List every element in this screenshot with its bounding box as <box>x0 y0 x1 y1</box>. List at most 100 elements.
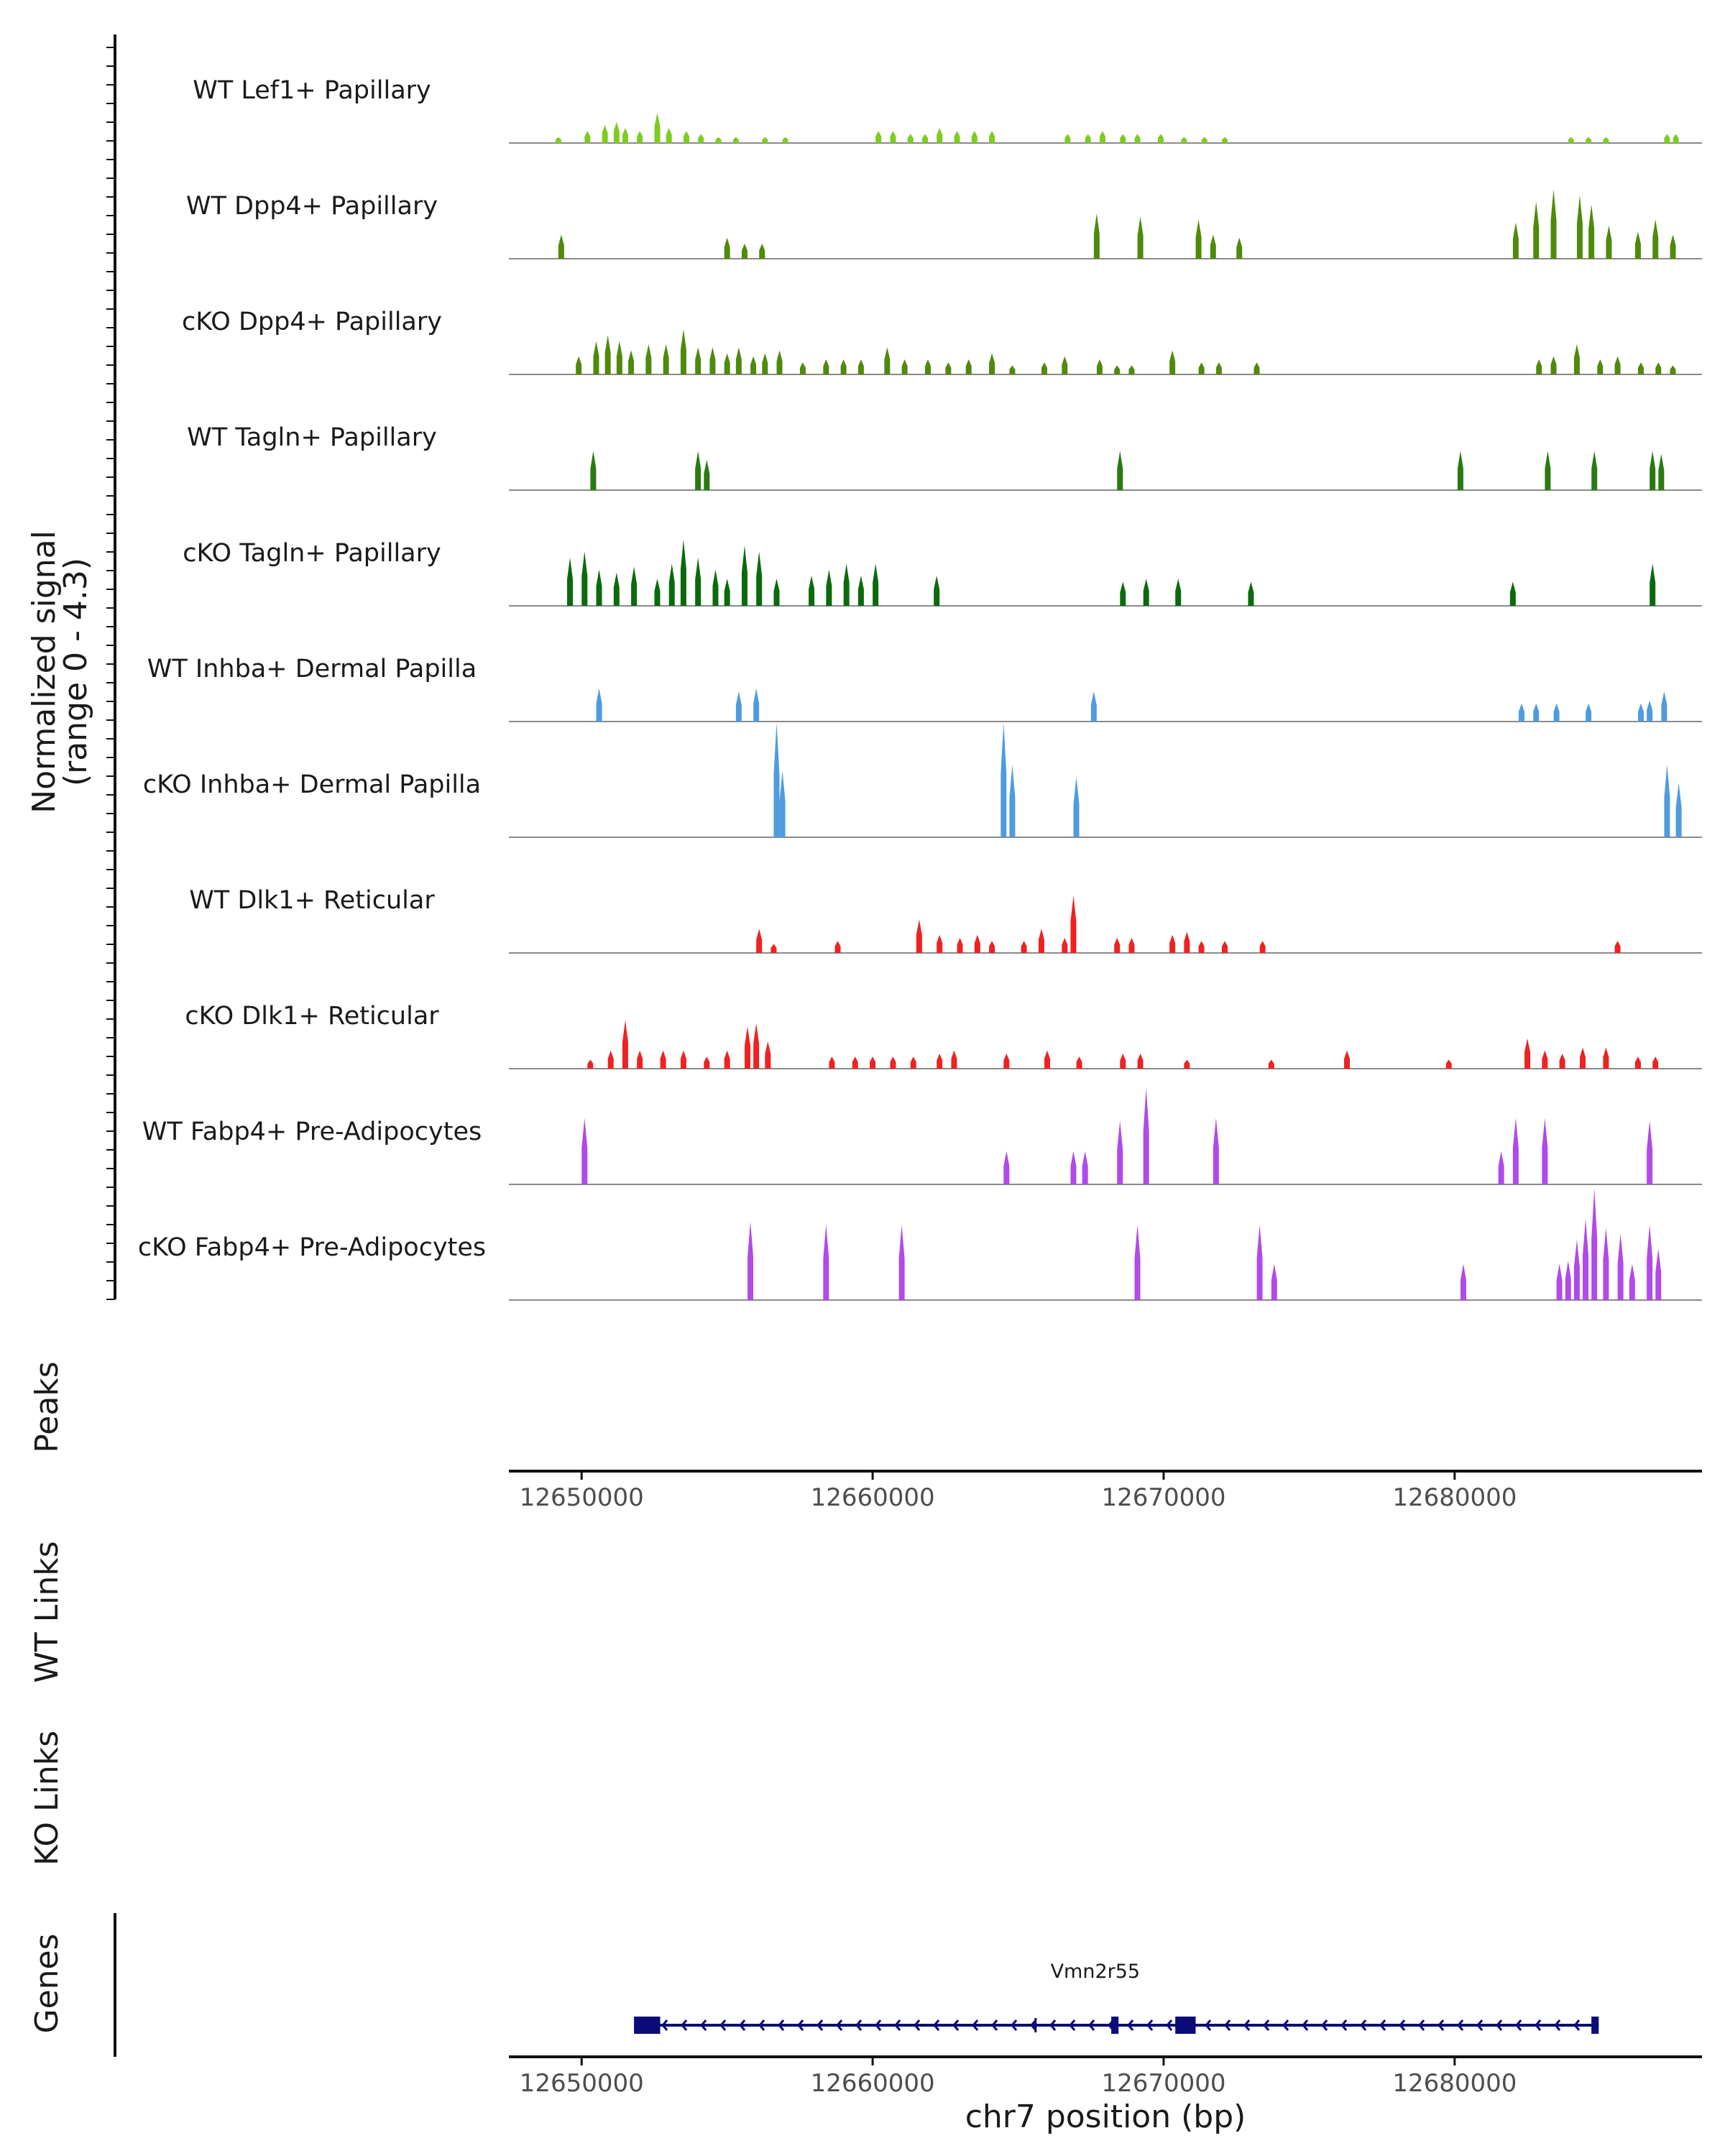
peaks-x-axis: 12650000 12660000 12670000 12680000 <box>509 1470 1702 1512</box>
signal-peak <box>596 569 602 606</box>
signal-peak <box>1634 231 1641 259</box>
coverage-track: WT Dlk1+ Reticular <box>189 886 1702 954</box>
signal-peak <box>1647 1225 1653 1300</box>
x-tick-label: 12660000 <box>811 2069 935 2098</box>
signal-peak <box>1222 137 1228 143</box>
signal-peak <box>1009 765 1016 837</box>
strand-arrow <box>1515 2019 1522 2031</box>
signal-peak <box>1120 581 1126 606</box>
strand-arrow <box>1263 2019 1270 2031</box>
signal-peak <box>826 569 832 606</box>
signal-peak <box>965 359 972 374</box>
signal-peak <box>555 137 561 143</box>
signal-peak <box>1064 134 1071 143</box>
signal-peak <box>1070 1151 1077 1184</box>
signal-peak <box>724 237 730 259</box>
signal-peak <box>567 557 574 606</box>
signal-peak <box>1565 1261 1571 1300</box>
signal-peak <box>1009 365 1016 374</box>
signal-peak <box>1591 1188 1598 1300</box>
strand-arrow <box>661 2019 668 2031</box>
gene-name-label: Vmn2r55 <box>1051 1961 1141 1983</box>
signal-peak <box>1576 195 1583 259</box>
strand-arrow <box>1438 2019 1445 2031</box>
signal-peak <box>1629 1263 1635 1300</box>
signal-peak <box>1099 131 1105 143</box>
signal-peak <box>1512 1118 1519 1184</box>
gene-exon <box>1111 2017 1119 2034</box>
signal-peak <box>890 131 896 143</box>
signal-peak <box>695 451 702 490</box>
gene-exon <box>1591 2017 1599 2034</box>
signal-peak <box>680 329 686 374</box>
signal-peak <box>934 576 940 606</box>
strand-arrow <box>1030 2019 1037 2031</box>
signal-peak <box>1550 189 1557 259</box>
strand-arrow <box>952 2019 960 2031</box>
ko-links-panel-label: KO Links <box>29 1731 65 1866</box>
strand-arrow <box>1049 2019 1057 2031</box>
coverage-track: WT Fabp4+ Pre-Adipocytes <box>142 1087 1702 1185</box>
signal-peak <box>779 770 786 837</box>
signal-peak <box>1586 137 1592 143</box>
signal-peak <box>637 131 643 143</box>
strand-arrow <box>1379 2019 1386 2031</box>
track-label: cKO Inhba+ Dermal Papilla <box>143 770 481 799</box>
coverage-track: cKO Inhba+ Dermal Papilla <box>143 722 1702 838</box>
genes-panel-label: Genes <box>29 1933 65 2033</box>
strand-arrow <box>1496 2019 1503 2031</box>
strand-arrow <box>1243 2019 1251 2031</box>
signal-peak <box>1117 451 1123 490</box>
signal-peak <box>724 1050 730 1069</box>
signal-peak <box>1675 783 1682 837</box>
signal-peak <box>823 1225 829 1300</box>
strand-arrow <box>1011 2019 1018 2031</box>
strand-arrow <box>1166 2019 1173 2031</box>
strand-arrow <box>1146 2019 1154 2031</box>
signal-peak <box>756 551 763 606</box>
signal-peak <box>1580 1047 1586 1069</box>
signal-peak <box>1137 216 1144 259</box>
signal-peak <box>756 929 763 953</box>
coverage-track: cKO Fabp4+ Pre-Adipocytes <box>138 1188 1702 1301</box>
signal-peak <box>1157 134 1164 143</box>
x-tick-label: 12680000 <box>1392 2069 1517 2098</box>
coverage-track: WT Lef1+ Papillary <box>193 76 1702 144</box>
signal-peak <box>1236 237 1243 259</box>
signal-peak <box>1021 941 1027 953</box>
signal-peak <box>840 359 847 374</box>
signal-peak <box>622 128 628 143</box>
signal-peak <box>1524 1038 1531 1069</box>
signal-peak <box>1073 777 1080 837</box>
signal-peak <box>823 359 829 374</box>
signal-peak <box>1614 941 1621 953</box>
strand-arrow <box>855 2019 862 2031</box>
track-label: cKO Tagln+ Papillary <box>183 539 441 568</box>
signal-peak <box>1647 1120 1653 1184</box>
signal-peak <box>622 1020 628 1069</box>
coverage-track: WT Tagln+ Papillary <box>187 423 1702 491</box>
signal-peak <box>668 563 675 606</box>
signal-peak <box>945 362 952 374</box>
x-tick-label: 12670000 <box>1101 1483 1225 1512</box>
signal-peak <box>1169 350 1176 374</box>
signal-peak <box>1658 453 1665 490</box>
track-label: cKO Dlk1+ Reticular <box>185 1002 439 1031</box>
signal-peak <box>616 341 622 374</box>
signal-peak <box>773 722 780 837</box>
signal-peak <box>704 1056 710 1069</box>
signal-peak <box>1512 222 1519 259</box>
signal-peak <box>1650 563 1656 606</box>
signal-peak <box>1670 234 1676 259</box>
signal-peak <box>1201 137 1208 143</box>
signal-peak <box>1117 1120 1123 1184</box>
signal-peak <box>1198 362 1205 374</box>
signal-peak <box>1114 938 1121 953</box>
x-tick-label: 12650000 <box>520 1483 644 1512</box>
signal-peak <box>704 460 710 490</box>
signal-peak <box>1143 579 1149 606</box>
signal-peak <box>663 344 669 374</box>
strand-arrow <box>1457 2019 1464 2031</box>
signal-peak <box>1070 895 1077 953</box>
signal-peak <box>843 563 850 606</box>
